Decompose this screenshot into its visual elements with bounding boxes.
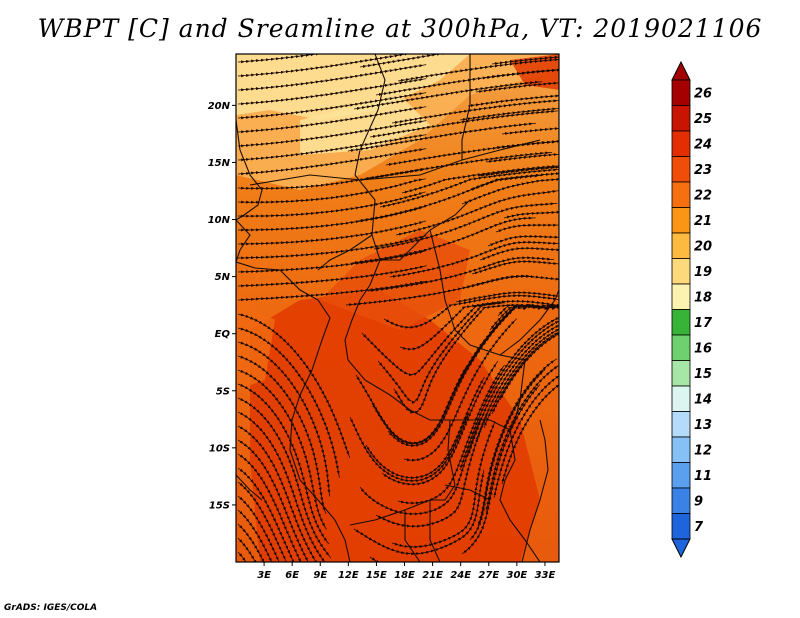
colorbar-label: 14	[694, 392, 712, 407]
colorbar-bottom-arrow	[671, 538, 691, 559]
colorbar-label: 24	[694, 137, 712, 152]
lon-tick-label: 3E	[257, 570, 271, 581]
lon-tick-label: 33E	[535, 570, 556, 581]
latitude-axis: 20N 15N 10N 5N EQ 5S 10S 15S	[208, 101, 236, 511]
streamline	[369, 556, 381, 562]
colorbar-label: 11	[694, 469, 712, 484]
colorbar-label: 21	[694, 214, 712, 229]
lon-tick-label: 24E	[450, 570, 471, 581]
colorbar-swatch	[671, 436, 691, 463]
colorbar-swatch	[671, 79, 691, 106]
colorbar-label: 23	[694, 163, 712, 178]
lat-tick-label: 5N	[215, 272, 231, 283]
colorbar-label: 13	[694, 418, 712, 433]
lat-tick-label: 10N	[208, 215, 231, 226]
longitude-axis: 3E 6E 9E 12E 15E 18E 21E 24E 27E 30E 33E	[257, 562, 555, 581]
colorbar-swatch	[671, 283, 691, 310]
colorbar-label: 9	[694, 494, 703, 509]
lat-tick-label: 5S	[216, 386, 230, 397]
lon-tick-label: 27E	[478, 570, 499, 581]
credit-label: GrADS: IGES/COLA	[4, 603, 98, 613]
colorbar-top-arrow	[671, 60, 691, 81]
colorbar-swatch	[671, 156, 691, 183]
colorbar-swatch	[671, 513, 691, 540]
colorbar-swatch	[671, 258, 691, 285]
colorbar-swatch	[671, 207, 691, 234]
colorbar-label: 22	[694, 188, 712, 203]
colorbar-swatch	[671, 309, 691, 336]
streamline	[461, 384, 541, 555]
colorbar-label: 7	[694, 520, 704, 535]
colorbar-swatch	[671, 181, 691, 208]
colorbar-swatch	[671, 232, 691, 259]
map-frame	[235, 53, 560, 563]
colorbar-swatch	[671, 130, 691, 157]
colorbar-label: 20	[694, 239, 712, 254]
lat-tick-label: 15S	[209, 500, 230, 511]
colorbar-swatch	[671, 334, 691, 361]
lon-tick-label: 30E	[506, 570, 527, 581]
colorbar-swatch	[671, 487, 691, 514]
colorbar-label: 16	[694, 341, 712, 356]
colorbar-label: 15	[694, 367, 712, 382]
colorbar: 26 25 24 23 22 21 20 19 18 17 16 15 14 13 12 11 9 7	[671, 60, 713, 559]
lat-tick-label: 20N	[208, 101, 231, 112]
chart-title: WBPT [C] and Sreamline at 300hPa, VT: 20…	[37, 14, 763, 43]
colorbar-swatch	[671, 385, 691, 412]
colorbar-label: 12	[694, 443, 712, 458]
map-panel	[236, 54, 559, 562]
lon-tick-label: 15E	[366, 570, 387, 581]
lon-tick-label: 12E	[338, 570, 359, 581]
colorbar-swatch	[671, 360, 691, 387]
colorbar-swatch	[671, 105, 691, 132]
lat-tick-label: 15N	[208, 158, 231, 169]
lon-tick-label: 18E	[394, 570, 415, 581]
colorbar-label: 26	[694, 86, 712, 101]
colorbar-label: 18	[694, 290, 712, 305]
colorbar-swatch	[671, 411, 691, 438]
lat-tick-label: 10S	[209, 443, 230, 454]
lon-tick-label: 9E	[313, 570, 327, 581]
colorbar-label: 17	[694, 316, 713, 331]
colorbar-swatch	[671, 462, 691, 489]
lon-tick-label: 6E	[285, 570, 299, 581]
lon-tick-label: 21E	[422, 570, 443, 581]
colorbar-label: 25	[694, 112, 712, 127]
colorbar-label: 19	[694, 265, 712, 280]
lat-tick-label: EQ	[215, 329, 231, 340]
